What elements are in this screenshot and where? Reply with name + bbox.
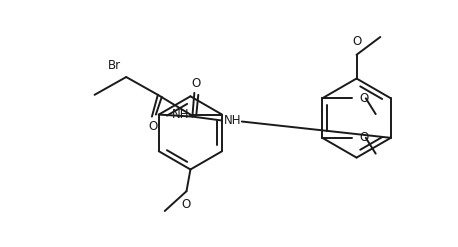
Text: NH: NH	[224, 114, 241, 127]
Text: O: O	[359, 131, 368, 144]
Text: NH: NH	[172, 108, 190, 121]
Text: Br: Br	[108, 59, 121, 72]
Text: O: O	[192, 78, 201, 90]
Text: O: O	[148, 120, 158, 133]
Text: O: O	[352, 35, 361, 48]
Text: O: O	[359, 92, 368, 105]
Text: O: O	[182, 198, 191, 211]
